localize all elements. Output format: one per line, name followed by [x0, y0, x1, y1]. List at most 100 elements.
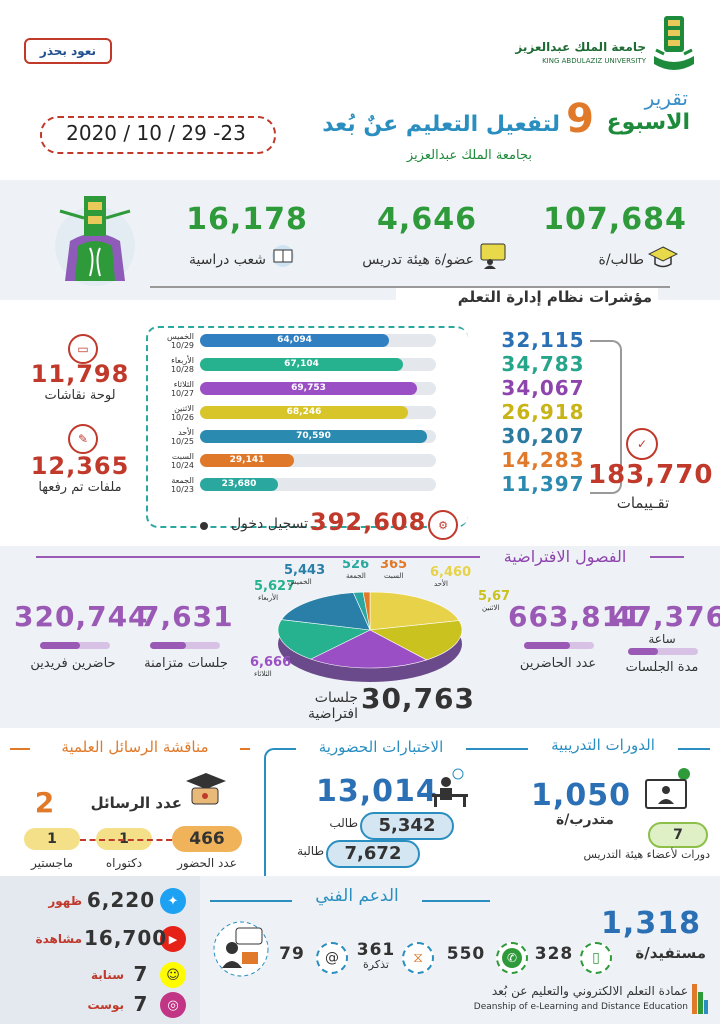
day-bar: 67,104 [200, 358, 403, 371]
trainees-value: 1,050 [531, 778, 631, 813]
day-label: الاثنين [174, 404, 194, 413]
pie-value-label: 5,676 [478, 589, 510, 604]
youtube-icon: ▶ [160, 926, 186, 952]
virtual-section-title: الفصول الافتراضية [480, 547, 650, 566]
day-label: الثلاثاء [173, 380, 194, 389]
pie-day-label: الثلاثاء [254, 670, 272, 678]
courses-pill: 7 [648, 822, 708, 848]
sessions-total-value: 30,763 [360, 682, 476, 715]
sessions-total-label: جلسات افتراضية [307, 690, 358, 722]
duration-slider [628, 648, 698, 655]
email-icon: @ [316, 942, 348, 974]
lms-title-bar [150, 286, 670, 288]
tickets-label: تذكرة [363, 958, 389, 971]
day-date: 10/24 [170, 461, 194, 470]
attendance-pill: 466 [172, 826, 242, 852]
sections-value: 16,178 [186, 202, 308, 237]
youtube-label: مشاهدة [35, 932, 82, 946]
graduation-cap-icon [647, 244, 679, 270]
snapchat-value: 7 [133, 962, 149, 986]
trainees-label: متدرب/ة [556, 812, 614, 828]
instagram-label: بوست [87, 998, 124, 1012]
day-side-value: 34,783 [501, 352, 585, 376]
logins-dot [200, 522, 208, 530]
day-bar-track: 70,590 [200, 430, 436, 443]
pie-slice [369, 591, 460, 631]
logins-value: 392,608 [310, 508, 427, 536]
day-date: 10/26 [170, 413, 194, 422]
book-icon [268, 244, 298, 268]
pie-slice [368, 620, 463, 661]
phone-value: 328 [534, 944, 574, 964]
day-label: السبت [171, 452, 194, 461]
twitter-label: ظهور [48, 894, 82, 908]
duration-unit: ساعة [648, 632, 676, 646]
day-side-value: 14,283 [501, 448, 585, 472]
day-side-value: 30,207 [501, 424, 585, 448]
email-value: 79 [279, 944, 305, 964]
lms-chart-frame [146, 326, 468, 528]
day-side-value: 34,067 [501, 376, 585, 400]
twitter-value: 6,220 [86, 888, 156, 912]
deanship-name-ar: عمادة التعلم الالكتروني والتعليم عن بُعد [491, 984, 688, 998]
day-bar: 29,141 [200, 454, 294, 467]
day-date: 10/28 [170, 365, 194, 374]
day-label: الأربعاء [171, 356, 194, 365]
masters-pill: 1 [24, 828, 80, 850]
attendees-slider-fill [524, 642, 570, 649]
female-exam-pill: 7,672 [326, 840, 420, 868]
week-number: 9 [566, 96, 594, 142]
snapchat-icon: ☺ [160, 962, 186, 988]
evaluation-icon: ✓ [626, 428, 658, 460]
students-value: 107,684 [543, 202, 687, 237]
support-title: الدعم الفني [292, 886, 422, 906]
evaluations-value: 183,770 [588, 460, 714, 490]
virtual-title-bar [36, 556, 684, 558]
pie-day-label: الأربعاء [258, 593, 278, 602]
pie-slice [310, 629, 428, 669]
masters-label: ماجستير [30, 856, 74, 870]
sync-sessions-slider-fill [150, 642, 186, 649]
pie-value-label: 6,666 [250, 655, 291, 670]
instagram-value: 7 [133, 992, 149, 1016]
pie-value-label: 6,460 [430, 565, 471, 580]
faculty-value: 4,646 [377, 202, 477, 237]
campus-illustration [40, 186, 150, 290]
report-title: لتفعيل التعليم عنٌ بُعد [322, 112, 560, 137]
date-range-badge [40, 116, 276, 154]
day-bar: 23,680 [200, 478, 278, 491]
theses-title: مناقشة الرسائل العلمية [30, 738, 240, 756]
day-bar: 64,094 [200, 334, 389, 347]
day-bar: 70,590 [200, 430, 427, 443]
day-side-value: 32,115 [501, 328, 585, 352]
faculty-label: عضو/ة هيئة تدريس [362, 252, 474, 268]
sync-sessions-value: 7,631 [140, 600, 234, 633]
async-attendees-slider-fill [40, 642, 80, 649]
day-label: الخميس [166, 332, 194, 341]
support-agent-icon [212, 920, 270, 978]
day-bar-track: 23,680 [200, 478, 436, 491]
attendance-label: عدد الحضور [177, 856, 237, 870]
theses-count-value: 2 [34, 786, 56, 819]
male-exam-label: طالب [329, 816, 358, 830]
presenter-icon [478, 242, 508, 270]
duration-value: 47,376 [612, 600, 720, 633]
day-bar: 69,753 [200, 382, 417, 395]
twitter-icon: ✦ [160, 888, 186, 914]
discussion-icon: ▭ [68, 334, 98, 364]
discussion-label: لوحة نقاشات [44, 388, 116, 403]
logins-label: تسجيل دخول [231, 516, 308, 532]
attendees-label: عدد الحاضرين [519, 656, 597, 671]
pie-day-label: الأحد [434, 579, 448, 588]
day-date: 10/23 [170, 485, 194, 494]
pie-slice [362, 591, 371, 631]
report-label: تقرير [644, 86, 688, 110]
courses-label: دورات لأعضاء هيئة التدريس [583, 848, 710, 861]
pie-day-label: الجمعة [346, 572, 366, 580]
pie-slice [280, 592, 371, 631]
date-range: 2020 / 10 / 29 -23 [66, 121, 246, 145]
instagram-icon: ◎ [160, 992, 186, 1018]
deanship-logo [692, 984, 708, 1014]
female-exam-label: طالبة [297, 844, 324, 858]
beneficiaries-value: 1,318 [601, 906, 701, 941]
